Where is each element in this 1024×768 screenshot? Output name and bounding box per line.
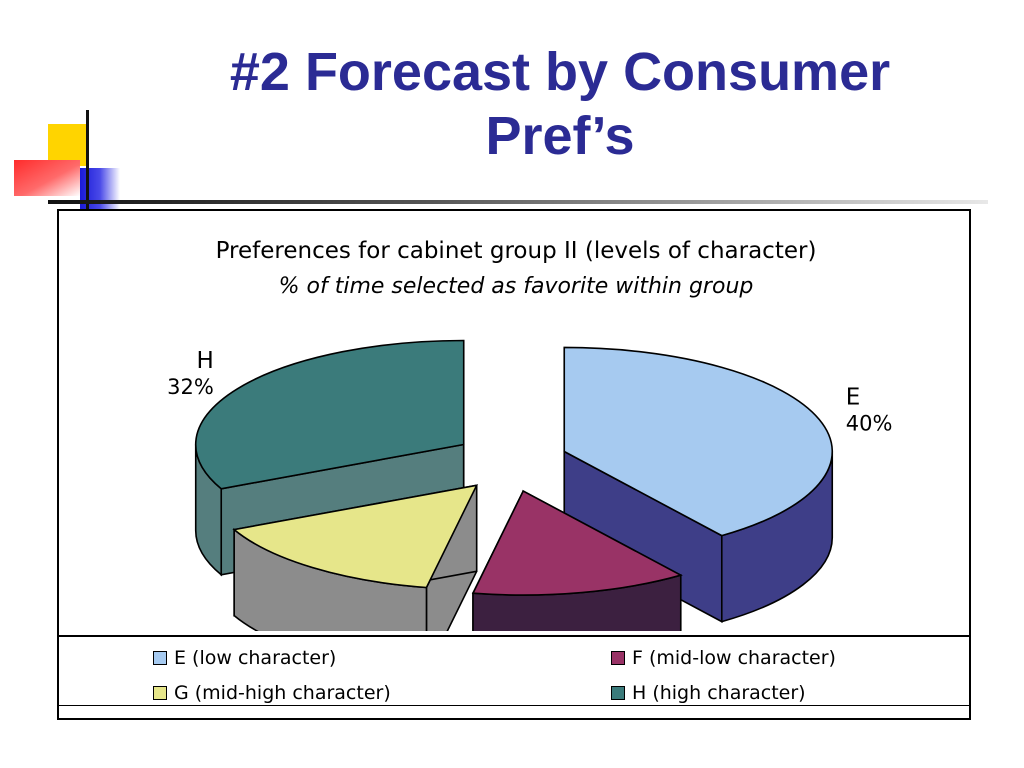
chart-frame: Preferences for cabinet group II (levels… [57,209,971,720]
legend-separator [59,635,969,637]
chart-subtitle: % of time selected as favorite within gr… [279,274,754,299]
pie-slice-g [232,484,479,631]
decor-yellow-square [48,124,88,166]
slice-label-e: E [846,385,861,411]
legend-label-h: H (high character) [632,682,806,704]
pie-slice-f [471,489,683,631]
legend-bottom-rule [59,705,969,706]
legend-swatch-h [611,686,625,700]
slice-top-f [471,489,683,596]
pie-chart: Preferences for cabinet group II (levels… [167,238,893,631]
page-title: #2 Forecast by Consumer Pref’s [150,40,970,168]
slice-value-e: 40% [846,412,893,436]
page-title-line2: Pref’s [485,106,635,166]
slice-label-h: H [196,348,213,374]
legend-item-h: H (high character) [611,682,806,704]
pie-slices [194,339,834,631]
legend-item-f: F (mid-low character) [611,647,836,669]
legend-label-f: F (mid-low character) [632,647,836,669]
pie-slice-e [563,346,834,623]
slice-labels: E40%F13%G15%H32% [167,348,893,436]
title-underline [48,200,988,204]
legend-item-e: E (low character) [153,647,336,669]
decor-red-bar [14,160,80,196]
legend-label-g: G (mid-high character) [174,682,391,704]
legend-swatch-g [153,686,167,700]
decor-vertical-line [86,110,89,228]
legend-item-g: G (mid-high character) [153,682,391,704]
chart-title: Preferences for cabinet group II (levels… [216,238,817,264]
legend-swatch-f [611,651,625,665]
slice-top-h [194,339,465,490]
legend-label-e: E (low character) [174,647,337,669]
slice-value-h: 32% [167,375,214,399]
legend-swatch-e [153,651,167,665]
slice-top-e [563,346,834,537]
slice-top-g [232,484,479,589]
page-title-line1: #2 Forecast by Consumer [229,42,891,102]
